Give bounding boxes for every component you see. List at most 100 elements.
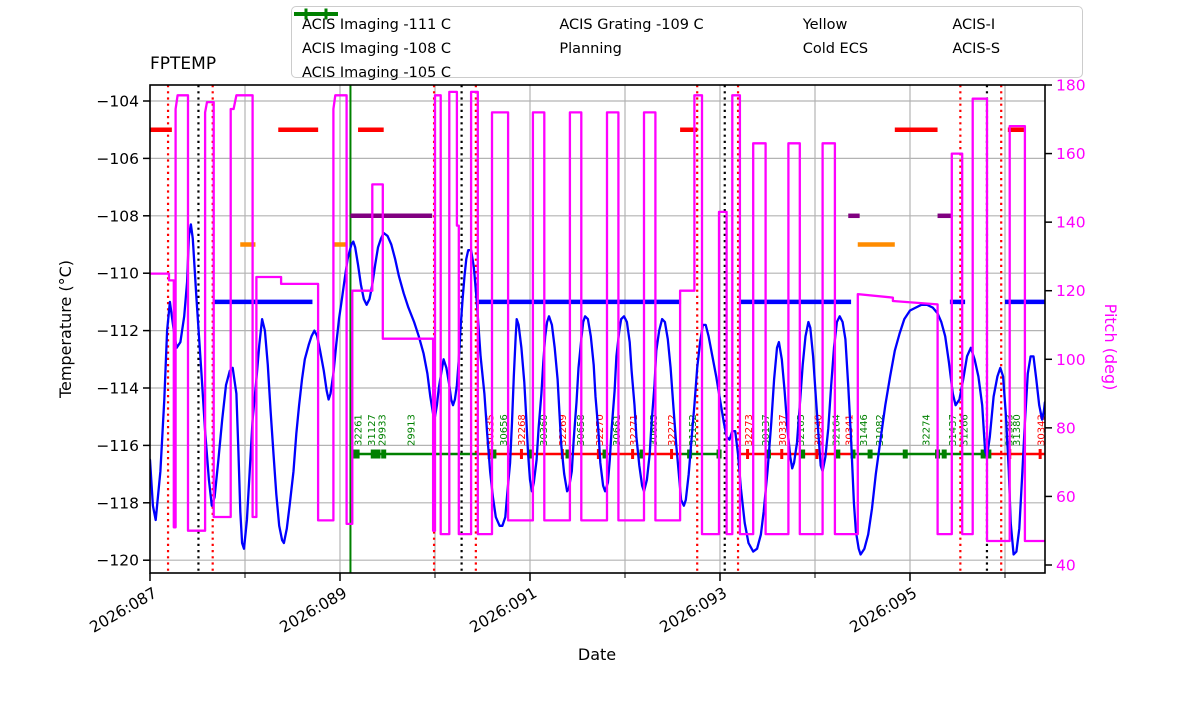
obsid-label: 32271 [629, 414, 640, 446]
legend-entry: ACIS Grating -109 C [294, 12, 802, 37]
legend-entry: ACIS Imaging -111 C [294, 12, 559, 37]
y-right-tick-label: 80 [1056, 419, 1076, 437]
legend-line-plus-swatch [294, 8, 338, 20]
legend-entry-label: ACIS Imaging -105 C [302, 65, 452, 81]
legend-entry: ACIS Imaging -105 C [294, 12, 559, 85]
obsid-label: 30337 [778, 414, 789, 446]
acis-s-marker [850, 449, 856, 459]
y-right-tick-label: 160 [1056, 145, 1086, 163]
acis-s-marker [354, 449, 360, 459]
legend-column: ACIS-I ACIS-S [294, 8, 1072, 61]
legend-column: ACIS Grating -109 C Planning [294, 12, 802, 61]
chart-title: FPTEMP [150, 54, 216, 74]
legend-entry-label: Yellow [802, 17, 848, 33]
acis-s-marker [370, 449, 376, 459]
acis-s-marker [639, 449, 645, 459]
y-left-tick-label: −112 [96, 322, 139, 340]
y-left-tick-label: −106 [96, 150, 139, 168]
obsid-label: 32164 [831, 414, 842, 446]
legend-column: ACIS Imaging -111 C ACIS Imaging -108 C AC… [294, 12, 559, 85]
legend-entry-label: ACIS Grating -109 C [559, 17, 704, 33]
x-tick-label: 2026:091 [467, 584, 540, 637]
y-right-tick-label: 60 [1056, 488, 1076, 506]
legend: ACIS Imaging -111 C ACIS Imaging -108 C AC… [291, 6, 1083, 81]
obsid-label: 31127 [367, 414, 378, 446]
legend-entry-label: ACIS Imaging -108 C [302, 41, 452, 57]
acis-s-marker [381, 449, 387, 459]
legend-entry-label: ACIS-S [952, 41, 1001, 57]
acis-s-marker [528, 449, 534, 459]
y-right-tick-label: 40 [1056, 557, 1076, 575]
y-left-tick-label: −110 [96, 265, 139, 283]
y-right-tick-label: 100 [1056, 351, 1086, 369]
y-left-tick-label: −120 [96, 552, 139, 570]
x-axis-label: Date [578, 645, 616, 664]
x-tick-label: 2026:089 [277, 584, 350, 637]
axis-ticks: −104 −106 −108 −110 −112 −114 −116 −118 −120 40 60… [87, 77, 1086, 637]
y-right-axis-label: Pitch (deg) [1101, 304, 1120, 391]
legend-entry: ACIS Imaging -108 C [294, 12, 559, 61]
legend-entry: Cold ECS [294, 8, 953, 61]
obsid-label: 31266 [960, 414, 971, 446]
acis-i-marker [596, 449, 600, 460]
acis-s-marker [602, 449, 608, 459]
obsid-label: 30656 [499, 414, 510, 446]
acis-i-marker [1038, 449, 1042, 460]
obsid-label: 31446 [859, 414, 870, 446]
acis-s-marker [565, 449, 571, 459]
y-right-tick-label: 140 [1056, 214, 1086, 232]
legend-entry: Planning [294, 12, 802, 61]
acis-i-marker [746, 449, 750, 460]
acis-i-marker [631, 449, 635, 460]
acis-s-marker [941, 449, 947, 459]
acis-s-marker [986, 449, 992, 459]
legend-entry: ACIS-I [294, 8, 1072, 37]
obsid-label: 32273 [744, 414, 755, 446]
y-left-tick-label: −118 [96, 494, 139, 512]
obsid-label: 31437 [948, 414, 959, 446]
acis-s-marker [980, 449, 986, 459]
obsid-label: 32261 [354, 414, 365, 446]
y-left-tick-label: −116 [96, 437, 139, 455]
obsid-label: 32268 [517, 414, 528, 446]
y-right-tick-label: 120 [1056, 282, 1086, 300]
acis-i-marker [670, 449, 674, 460]
acis-s-marker [375, 449, 381, 459]
obsid-label: 32165 [796, 414, 807, 446]
y-left-axis-label: Temperature (°C) [56, 260, 75, 399]
obsid-label: 31380 [1012, 414, 1023, 446]
obsid-label: 32274 [922, 414, 933, 446]
obsid-label: 29913 [407, 414, 418, 446]
y-left-tick-label: −104 [96, 93, 139, 111]
data-series [150, 90, 1045, 556]
obsid-label: 31082 [875, 414, 886, 446]
legend-column: Yellow Cold ECS [294, 8, 953, 61]
legend-entry: ACIS-S [294, 8, 1072, 61]
axes-frame [149, 84, 1046, 574]
pitch-curve [150, 90, 1045, 543]
legend-entry: Yellow [294, 12, 953, 37]
y-right-tick-label: 180 [1056, 77, 1086, 95]
gridlines [150, 85, 1045, 573]
acis-s-marker [867, 449, 873, 459]
acis-i-marker [780, 449, 784, 460]
obsid-label: 30343 [1037, 414, 1048, 446]
acis-i-marker [815, 449, 819, 460]
limit-segments [150, 127, 1045, 305]
legend-entry-label: ACIS-I [952, 17, 996, 33]
acis-s-marker [902, 449, 908, 459]
obsid-label: 29933 [377, 414, 388, 446]
legend-entry-label: Cold ECS [802, 41, 869, 57]
obsid-label: 32272 [667, 414, 678, 446]
y-left-tick-label: −108 [96, 207, 139, 225]
obsid-label: 32269 [558, 414, 569, 446]
plot-border [149, 84, 1046, 574]
acis-s-marker [491, 449, 497, 459]
y-left-tick-label: −114 [96, 380, 139, 398]
temperature-curve [150, 223, 1045, 556]
obsid-label: 32270 [595, 414, 606, 446]
acis-s-marker [835, 449, 841, 459]
x-tick-label: 2026:095 [847, 584, 920, 637]
